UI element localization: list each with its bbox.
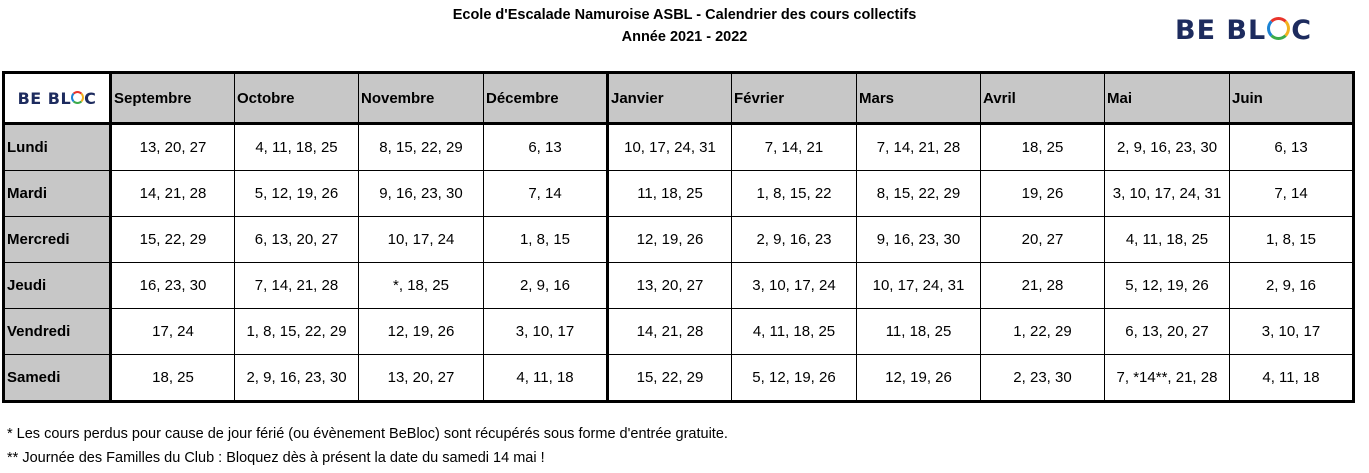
date-cell: 10, 17, 24, 31 bbox=[856, 262, 981, 309]
date-cell: 1, 8, 15, 22, 29 bbox=[234, 308, 359, 355]
date-cell: 6, 13, 20, 27 bbox=[1104, 308, 1230, 355]
date-cell: 1, 8, 15 bbox=[1229, 216, 1354, 263]
calendar-table: BE BL C Septembre Octobre Novembre Décemb… bbox=[2, 71, 1355, 403]
date-cell: 3, 10, 17 bbox=[1229, 308, 1354, 355]
month-header: Mai bbox=[1104, 72, 1230, 125]
month-header: Janvier bbox=[606, 72, 732, 125]
table-row: Lundi 13, 20, 27 4, 11, 18, 25 8, 15, 22… bbox=[3, 123, 1354, 171]
month-header: Décembre bbox=[483, 72, 608, 125]
date-cell: 7, 14 bbox=[1229, 170, 1354, 217]
date-cell: 5, 12, 19, 26 bbox=[731, 354, 857, 402]
date-cell: 18, 25 bbox=[110, 354, 235, 402]
date-cell: 17, 24 bbox=[110, 308, 235, 355]
corner-logo-text-start: BE BL bbox=[17, 88, 72, 108]
date-cell: *, 18, 25 bbox=[358, 262, 484, 309]
date-cell: 3, 10, 17, 24 bbox=[731, 262, 857, 309]
date-cell: 1, 22, 29 bbox=[980, 308, 1105, 355]
day-label: Samedi bbox=[3, 354, 112, 402]
date-cell: 7, 14, 21, 28 bbox=[856, 123, 981, 171]
date-cell: 21, 28 bbox=[980, 262, 1105, 309]
logo-o-ring-icon bbox=[1267, 17, 1291, 40]
date-cell: 6, 13 bbox=[483, 123, 608, 171]
month-header: Mars bbox=[856, 72, 981, 125]
day-label: Mercredi bbox=[3, 216, 112, 263]
date-cell: 1, 8, 15 bbox=[483, 216, 608, 263]
date-cell: 5, 12, 19, 26 bbox=[234, 170, 359, 217]
date-cell: 3, 10, 17 bbox=[483, 308, 608, 355]
date-cell: 2, 9, 16 bbox=[483, 262, 608, 309]
month-header: Novembre bbox=[358, 72, 484, 125]
day-label: Mardi bbox=[3, 170, 112, 217]
date-cell: 15, 22, 29 bbox=[606, 354, 732, 402]
corner-logo-o-icon bbox=[71, 90, 85, 104]
month-header: Février bbox=[731, 72, 857, 125]
day-label: Vendredi bbox=[3, 308, 112, 355]
date-cell: 16, 23, 30 bbox=[110, 262, 235, 309]
date-cell: 7, 14, 21 bbox=[731, 123, 857, 171]
date-cell: 14, 21, 28 bbox=[110, 170, 235, 217]
date-cell: 18, 25 bbox=[980, 123, 1105, 171]
date-cell: 13, 20, 27 bbox=[110, 123, 235, 171]
date-cell: 20, 27 bbox=[980, 216, 1105, 263]
date-cell: 4, 11, 18, 25 bbox=[1104, 216, 1230, 263]
logo-text-start: BE BL bbox=[1175, 15, 1267, 46]
corner-logo-cell: BE BL C bbox=[3, 72, 112, 125]
month-header: Juin bbox=[1229, 72, 1354, 125]
date-cell: 4, 11, 18 bbox=[483, 354, 608, 402]
footnote-2: ** Journée des Familles du Club : Bloque… bbox=[7, 450, 545, 466]
table-row: Mercredi 15, 22, 29 6, 13, 20, 27 10, 17… bbox=[3, 216, 1354, 263]
table-row: Samedi 18, 25 2, 9, 16, 23, 30 13, 20, 2… bbox=[3, 354, 1354, 402]
bebloc-logo: BE BL C bbox=[1175, 16, 1312, 46]
date-cell: 11, 18, 25 bbox=[606, 170, 732, 217]
date-cell: 3, 10, 17, 24, 31 bbox=[1104, 170, 1230, 217]
date-cell: 7, *14**, 21, 28 bbox=[1104, 354, 1230, 402]
date-cell: 9, 16, 23, 30 bbox=[358, 170, 484, 217]
date-cell: 7, 14 bbox=[483, 170, 608, 217]
date-cell: 12, 19, 26 bbox=[856, 354, 981, 402]
date-cell: 10, 17, 24, 31 bbox=[606, 123, 732, 171]
day-label: Lundi bbox=[3, 123, 112, 171]
date-cell: 2, 9, 16, 23, 30 bbox=[1104, 123, 1230, 171]
day-label: Jeudi bbox=[3, 262, 112, 309]
date-cell: 9, 16, 23, 30 bbox=[856, 216, 981, 263]
date-cell: 8, 15, 22, 29 bbox=[358, 123, 484, 171]
date-cell: 19, 26 bbox=[980, 170, 1105, 217]
date-cell: 13, 20, 27 bbox=[606, 262, 732, 309]
title-line-1: Ecole d'Escalade Namuroise ASBL - Calend… bbox=[452, 7, 917, 23]
table-row: Mardi 14, 21, 28 5, 12, 19, 26 9, 16, 23… bbox=[3, 170, 1354, 217]
date-cell: 2, 23, 30 bbox=[980, 354, 1105, 402]
date-cell: 11, 18, 25 bbox=[856, 308, 981, 355]
corner-logo: BE BL C bbox=[18, 89, 97, 108]
date-cell: 7, 14, 21, 28 bbox=[234, 262, 359, 309]
title-line-2: Année 2021 - 2022 bbox=[621, 29, 748, 45]
document-title: Ecole d'Escalade Namuroise ASBL - Calend… bbox=[0, 4, 1369, 48]
month-header: Avril bbox=[980, 72, 1105, 125]
date-cell: 12, 19, 26 bbox=[358, 308, 484, 355]
date-cell: 1, 8, 15, 22 bbox=[731, 170, 857, 217]
date-cell: 5, 12, 19, 26 bbox=[1104, 262, 1230, 309]
date-cell: 2, 9, 16 bbox=[1229, 262, 1354, 309]
date-cell: 8, 15, 22, 29 bbox=[856, 170, 981, 217]
table-row: Jeudi 16, 23, 30 7, 14, 21, 28 *, 18, 25… bbox=[3, 262, 1354, 309]
date-cell: 4, 11, 18 bbox=[1229, 354, 1354, 402]
date-cell: 15, 22, 29 bbox=[110, 216, 235, 263]
month-header: Septembre bbox=[110, 72, 235, 125]
logo-text-end: C bbox=[1291, 15, 1313, 46]
footnote-1: * Les cours perdus pour cause de jour fé… bbox=[7, 426, 728, 442]
date-cell: 4, 11, 18, 25 bbox=[731, 308, 857, 355]
corner-logo-text-end: C bbox=[84, 88, 97, 108]
month-header: Octobre bbox=[234, 72, 359, 125]
date-cell: 2, 9, 16, 23 bbox=[731, 216, 857, 263]
table-row: Vendredi 17, 24 1, 8, 15, 22, 29 12, 19,… bbox=[3, 308, 1354, 355]
date-cell: 14, 21, 28 bbox=[606, 308, 732, 355]
date-cell: 6, 13 bbox=[1229, 123, 1354, 171]
date-cell: 4, 11, 18, 25 bbox=[234, 123, 359, 171]
date-cell: 13, 20, 27 bbox=[358, 354, 484, 402]
month-header-row: BE BL C Septembre Octobre Novembre Décemb… bbox=[3, 72, 1354, 125]
date-cell: 10, 17, 24 bbox=[358, 216, 484, 263]
date-cell: 2, 9, 16, 23, 30 bbox=[234, 354, 359, 402]
date-cell: 12, 19, 26 bbox=[606, 216, 732, 263]
date-cell: 6, 13, 20, 27 bbox=[234, 216, 359, 263]
